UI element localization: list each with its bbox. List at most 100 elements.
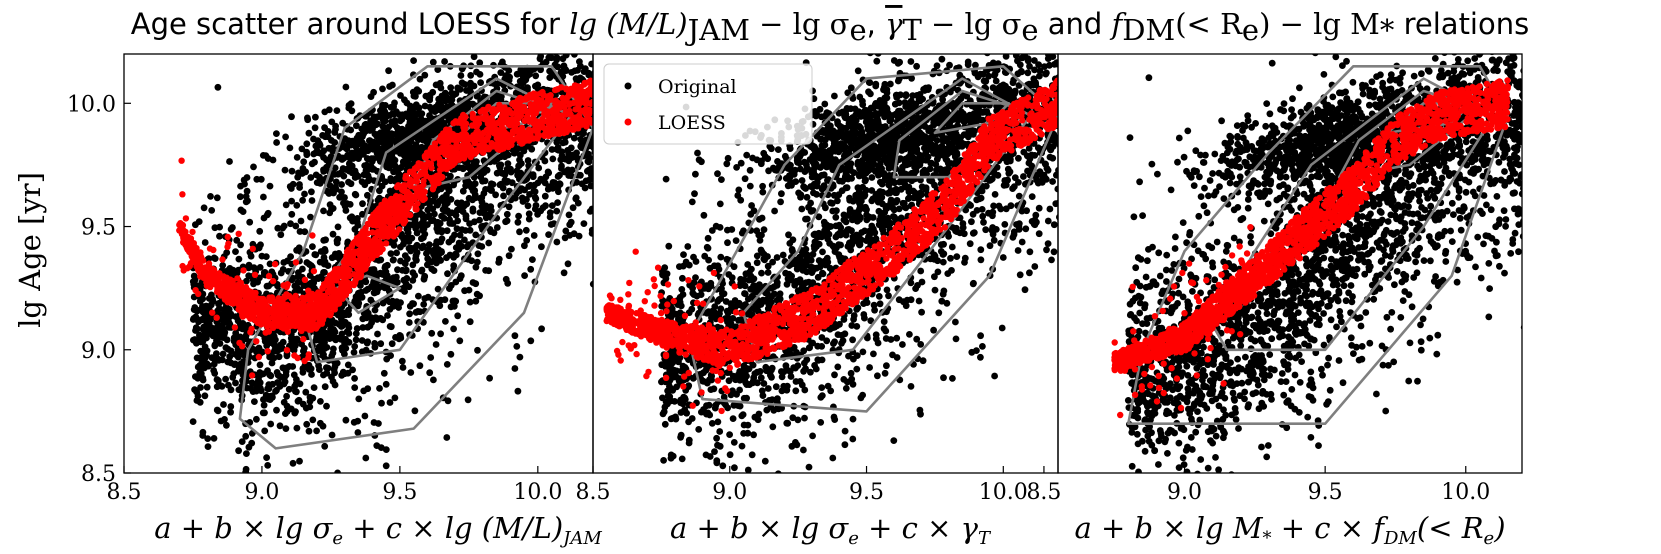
original-point xyxy=(471,194,479,202)
original-point xyxy=(597,194,604,201)
original-point xyxy=(500,192,507,200)
original-point xyxy=(204,435,212,442)
original-point xyxy=(256,227,264,235)
loess-point xyxy=(423,172,430,180)
original-point xyxy=(534,210,541,218)
original-point xyxy=(476,195,484,202)
original-point xyxy=(257,175,265,183)
original-point xyxy=(282,133,289,141)
loess-point xyxy=(459,141,466,149)
loess-point xyxy=(497,143,504,150)
original-point xyxy=(497,43,504,50)
original-point xyxy=(252,381,260,389)
original-point xyxy=(538,176,546,184)
original-point xyxy=(334,223,342,231)
original-point xyxy=(201,364,208,372)
loess-point xyxy=(563,85,570,92)
loess-point xyxy=(445,152,452,159)
original-point xyxy=(497,69,505,76)
loess-point xyxy=(399,208,406,216)
original-point xyxy=(411,219,419,226)
original-point xyxy=(385,67,392,75)
original-point xyxy=(594,183,601,190)
original-point xyxy=(323,369,331,377)
title-expr2-tail: − lg σ xyxy=(922,7,1022,41)
original-point xyxy=(313,427,320,435)
title-expr1-sub: JAM xyxy=(685,13,750,47)
original-point xyxy=(469,205,477,213)
original-point xyxy=(519,72,527,80)
original-point xyxy=(450,325,457,333)
loess-point xyxy=(580,107,587,115)
original-point xyxy=(297,217,305,225)
original-point xyxy=(595,183,602,190)
original-point xyxy=(443,227,451,235)
loess-point xyxy=(454,119,461,126)
loess-point xyxy=(530,90,537,97)
original-point xyxy=(246,218,254,226)
original-point xyxy=(567,218,575,226)
original-point xyxy=(342,83,350,91)
loess-point xyxy=(297,320,305,328)
original-point xyxy=(260,401,268,409)
loess-point xyxy=(430,180,437,187)
original-point xyxy=(502,72,510,79)
original-point xyxy=(238,364,246,372)
original-point xyxy=(560,269,568,277)
original-point xyxy=(409,277,417,284)
original-point xyxy=(430,267,438,274)
original-point xyxy=(243,450,250,457)
original-point xyxy=(309,243,316,251)
original-point xyxy=(418,54,421,55)
original-point xyxy=(240,176,248,184)
original-point xyxy=(415,292,422,300)
original-point xyxy=(344,361,352,369)
original-point xyxy=(387,352,394,359)
loess-point xyxy=(377,241,385,248)
original-point xyxy=(345,324,353,332)
original-point xyxy=(423,250,430,257)
original-point xyxy=(473,258,481,266)
original-point xyxy=(355,395,363,403)
original-point xyxy=(211,342,219,350)
original-point xyxy=(320,167,328,175)
original-point xyxy=(569,204,577,212)
original-point xyxy=(217,417,225,425)
original-point xyxy=(307,213,314,221)
original-point xyxy=(529,171,536,179)
original-point xyxy=(191,386,199,393)
original-point xyxy=(594,95,601,102)
original-point xyxy=(545,45,552,52)
original-point xyxy=(203,383,211,391)
original-point xyxy=(355,134,363,142)
original-point xyxy=(599,155,606,162)
original-point xyxy=(223,306,231,314)
original-point xyxy=(362,120,370,128)
original-point xyxy=(405,244,413,252)
original-point xyxy=(567,144,575,152)
original-point xyxy=(407,369,415,376)
original-point xyxy=(452,251,460,259)
original-point xyxy=(482,202,490,210)
original-point xyxy=(351,384,359,391)
original-point xyxy=(434,285,442,293)
original-point xyxy=(553,207,561,215)
original-point xyxy=(338,330,346,338)
original-point xyxy=(229,373,237,381)
original-point xyxy=(364,177,372,185)
original-point xyxy=(403,275,411,282)
original-point xyxy=(555,188,562,196)
original-point xyxy=(364,155,372,163)
original-point xyxy=(190,306,198,313)
original-point xyxy=(242,193,250,200)
original-point xyxy=(269,156,277,164)
original-point xyxy=(353,325,361,332)
original-point xyxy=(289,459,297,467)
loess-point xyxy=(554,86,561,93)
loess-point xyxy=(345,282,352,289)
original-point xyxy=(273,386,280,394)
original-point xyxy=(302,388,310,396)
original-point xyxy=(207,329,214,336)
original-point xyxy=(287,185,295,192)
